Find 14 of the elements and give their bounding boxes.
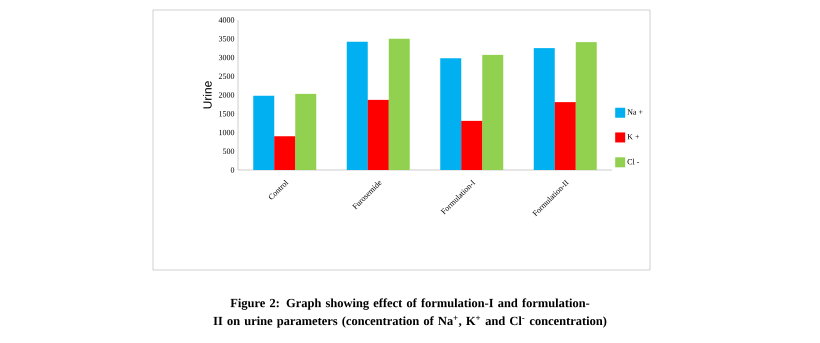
bar	[554, 102, 576, 170]
bar	[388, 38, 410, 170]
bar	[253, 96, 274, 170]
bar	[534, 48, 555, 170]
caption: Figure 2: Graph showing effect of formulation-I and formulation-II on urine parameters (concentration of Na$^{+}$, K$^{+}$ and Cl$^{-}$ concentration)	[214, 298, 606, 328]
y-axis-title: Urine	[202, 81, 212, 108]
bar	[274, 136, 296, 170]
bar	[368, 100, 389, 170]
bar	[461, 120, 482, 170]
bar	[346, 42, 368, 170]
bar	[295, 94, 316, 170]
bar	[576, 42, 597, 170]
bar	[440, 58, 462, 170]
bar	[482, 54, 504, 170]
